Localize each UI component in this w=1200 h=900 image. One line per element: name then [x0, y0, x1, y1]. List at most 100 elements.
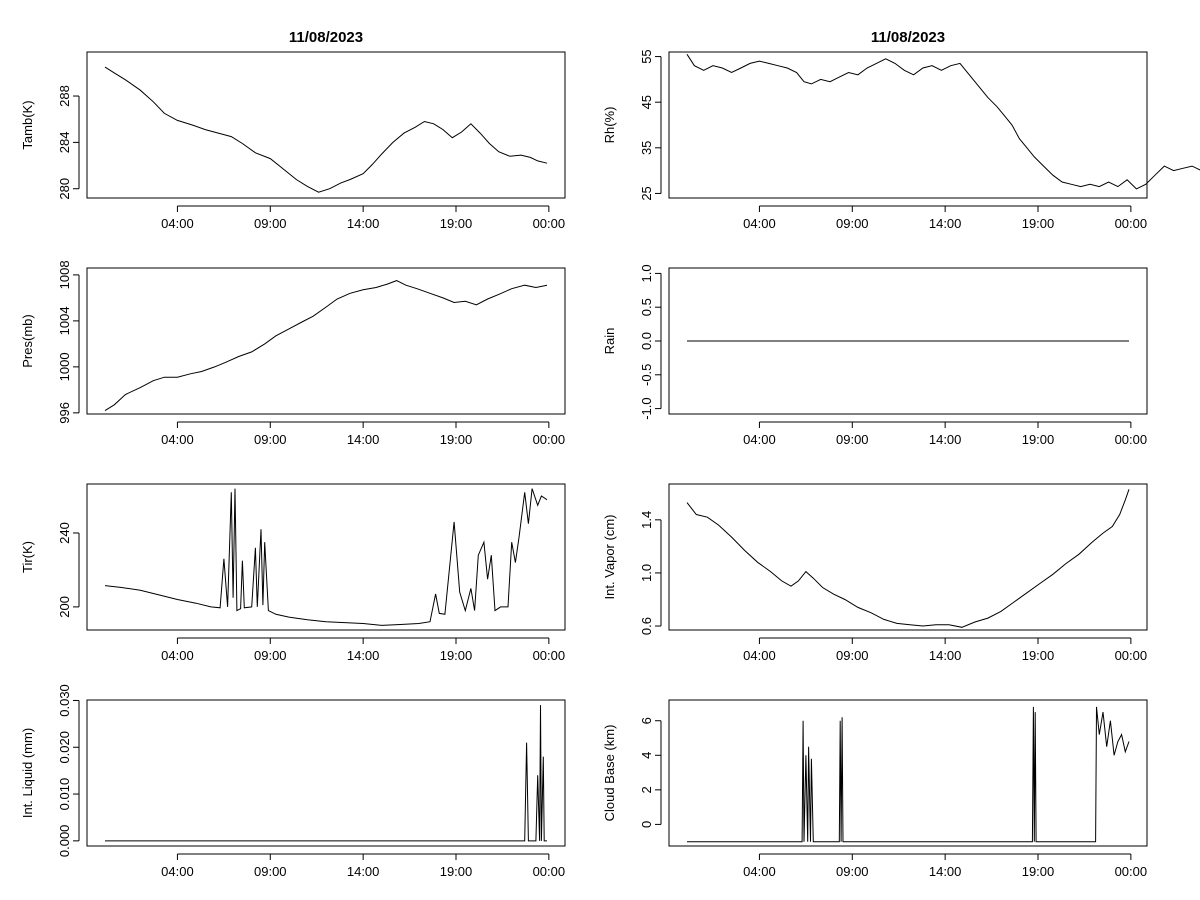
x-tick-label: 04:00 [161, 648, 194, 663]
panel-tamb: 11/08/2023 04:00 09:00 14:00 19:00 00:00 280 28… [20, 29, 566, 231]
y-tick-label: -0.5 [639, 364, 654, 386]
x-tick-label: 04:00 [743, 432, 776, 447]
x-tick-label: 04:00 [161, 432, 194, 447]
x-tick-label: 09:00 [254, 432, 287, 447]
y-tick-label: 0.010 [57, 778, 72, 811]
y-tick-label: 996 [57, 402, 72, 424]
x-tick-label: 00:00 [533, 432, 566, 447]
y-axis-label: Int. Liquid (mm) [20, 728, 35, 818]
x-tick-label: 19:00 [1022, 648, 1055, 663]
y-axis-label: Pres(mb) [20, 314, 35, 367]
series-line-liquid [105, 705, 547, 842]
x-tick-label: 19:00 [440, 864, 473, 879]
x-tick-label: 09:00 [836, 216, 869, 231]
x-tick-label: 04:00 [743, 864, 776, 879]
x-tick-label: 14:00 [347, 432, 380, 447]
x-tick-label: 09:00 [836, 864, 869, 879]
y-tick-label: 4 [639, 752, 654, 759]
y-tick-label: 288 [57, 85, 72, 107]
y-tick-label: 45 [639, 95, 654, 109]
x-tick-label: 04:00 [161, 864, 194, 879]
y-tick-label: 1000 [57, 352, 72, 381]
y-axis-label: Tir(K) [20, 541, 35, 573]
panel-rh: 11/08/2023 04:00 09:00 14:00 19:00 00:00 25 35 4… [602, 29, 1200, 231]
y-tick-label: 2 [639, 786, 654, 793]
y-tick-label: 0.5 [639, 298, 654, 316]
x-tick-label: 00:00 [1115, 864, 1148, 879]
x-tick-label: 14:00 [347, 864, 380, 879]
y-axis-label: Int. Vapor (cm) [602, 514, 617, 599]
y-tick-label: 6 [639, 717, 654, 724]
y-tick-label: 0.6 [639, 617, 654, 635]
x-tick-label: 00:00 [533, 648, 566, 663]
panel-vapor: 04:00 09:00 14:00 19:00 00:00 0.6 1.0 1.4 Int. V… [602, 483, 1148, 663]
y-tick-label: 1004 [57, 306, 72, 335]
x-tick-label: 19:00 [440, 432, 473, 447]
panel-title: 11/08/2023 [871, 29, 945, 46]
x-tick-label: 14:00 [929, 648, 962, 663]
x-tick-label: 19:00 [440, 216, 473, 231]
plot-frame [668, 51, 1148, 199]
x-tick-label: 09:00 [836, 432, 869, 447]
panel-pres: 04:00 09:00 14:00 19:00 00:00 996 1000 1004 1008… [20, 260, 566, 447]
panel-cloudbase: 04:00 09:00 14:00 19:00 00:00 0 2 4 6 Cloud Base … [602, 699, 1148, 879]
x-tick-label: 04:00 [743, 648, 776, 663]
panel-liquid: 04:00 09:00 14:00 19:00 00:00 0.000 0.010 0.020… [20, 684, 566, 879]
x-tick-label: 00:00 [533, 864, 566, 879]
y-tick-label: 0.020 [57, 731, 72, 764]
series-line-tir [104, 488, 548, 626]
x-tick-label: 00:00 [533, 216, 566, 231]
series-line-cloudbase [687, 706, 1130, 843]
series-line-tamb [104, 66, 548, 193]
x-tick-label: 04:00 [161, 216, 194, 231]
x-tick-label: 00:00 [1115, 648, 1148, 663]
x-tick-label: 00:00 [1115, 432, 1148, 447]
series-line-pres [104, 280, 548, 412]
y-axis-label: Rain [602, 328, 617, 355]
x-tick-label: 14:00 [929, 432, 962, 447]
y-tick-label: 55 [639, 49, 654, 63]
x-tick-label: 09:00 [254, 648, 287, 663]
plot-frame [668, 699, 1148, 847]
y-axis-label: Cloud Base (km) [602, 725, 617, 822]
y-tick-label: 1.0 [639, 564, 654, 582]
plot-frame [668, 483, 1148, 631]
plot-frame [86, 267, 566, 415]
y-tick-label: 35 [639, 141, 654, 155]
plot-frame [86, 483, 566, 631]
x-tick-label: 14:00 [929, 864, 962, 879]
panel-title: 11/08/2023 [289, 29, 363, 46]
y-tick-label: 0 [639, 821, 654, 828]
x-tick-label: 19:00 [1022, 216, 1055, 231]
x-tick-label: 19:00 [1022, 432, 1055, 447]
y-tick-label: 25 [639, 186, 654, 200]
x-tick-label: 09:00 [254, 864, 287, 879]
x-tick-label: 09:00 [836, 648, 869, 663]
x-tick-label: 19:00 [1022, 864, 1055, 879]
x-tick-label: 14:00 [347, 648, 380, 663]
y-tick-label: 1.0 [639, 264, 654, 282]
y-tick-label: 240 [57, 522, 72, 544]
y-axis-label: Rh(%) [602, 107, 617, 144]
x-tick-label: 04:00 [743, 216, 776, 231]
y-tick-label: 200 [57, 596, 72, 618]
y-tick-label: 284 [57, 132, 72, 154]
y-tick-label: 1.4 [639, 511, 654, 529]
y-axis-label: Tamb(K) [20, 100, 35, 149]
x-tick-label: 14:00 [347, 216, 380, 231]
y-tick-label: -1.0 [639, 397, 654, 419]
series-line-rh [686, 54, 1200, 190]
y-tick-label: 0.0 [639, 332, 654, 350]
x-tick-label: 00:00 [1115, 216, 1148, 231]
plot-frame [668, 267, 1148, 415]
y-tick-label: 280 [57, 178, 72, 200]
y-tick-label: 1008 [57, 260, 72, 289]
y-tick-label: 0.030 [57, 684, 72, 717]
panel-rain: 04:00 09:00 14:00 19:00 00:00 -1.0 -0.5 0.0 0.5 1… [602, 264, 1148, 447]
plot-frame [86, 51, 566, 199]
series-line-vapor [686, 489, 1130, 628]
x-tick-label: 19:00 [440, 648, 473, 663]
x-tick-label: 14:00 [929, 216, 962, 231]
plot-frame [86, 699, 566, 847]
